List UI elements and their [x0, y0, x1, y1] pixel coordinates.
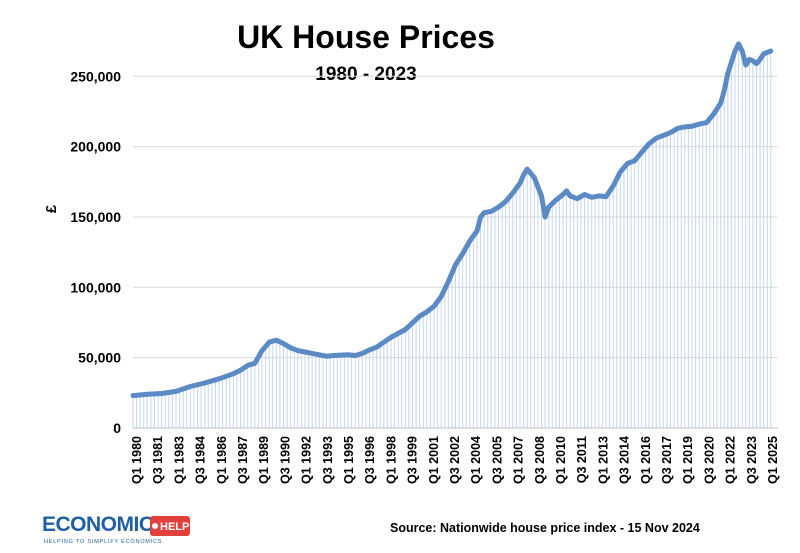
- y-tick-label: 0: [113, 420, 121, 436]
- x-tick-label: Q3 1981: [151, 436, 165, 484]
- logo-badge: [150, 516, 190, 536]
- x-tick-label: Q1 1995: [342, 436, 356, 484]
- x-tick-label: Q3 2017: [660, 436, 674, 484]
- x-tick-label: Q1 2022: [724, 436, 738, 484]
- x-tick-label: Q3 1999: [406, 436, 420, 484]
- x-tick-label: Q1 1983: [172, 436, 186, 484]
- series-line: [130, 41, 774, 399]
- y-tick-label: 150,000: [70, 209, 121, 225]
- x-tick-label: Q1 2016: [639, 436, 653, 484]
- x-tick-label: Q1 1989: [257, 436, 271, 484]
- y-tick-label: 250,000: [70, 68, 121, 84]
- x-tick-label: Q3 2011: [575, 436, 589, 483]
- y-tick-label: 100,000: [70, 279, 121, 295]
- y-tick-label: 50,000: [78, 350, 121, 366]
- x-tick-label: Q1 1986: [215, 436, 229, 484]
- x-tick-label: Q1 2010: [554, 436, 568, 484]
- x-tick-label: Q1 2007: [512, 436, 526, 484]
- x-tick-label: Q1 1992: [300, 436, 314, 484]
- chart-title: UK House Prices: [237, 19, 495, 55]
- x-tick-label: Q3 1993: [321, 436, 335, 484]
- logo-tagline: HELPING TO SIMPLIFY ECONOMICS: [44, 539, 162, 545]
- chart-subtitle: 1980 - 2023: [315, 64, 416, 85]
- x-tick-label: Q3 2020: [702, 436, 716, 484]
- x-tick-label: Q3 1990: [278, 436, 292, 484]
- x-tick-label: Q3 2014: [618, 436, 632, 484]
- logo-text: ECONOMICS: [42, 513, 168, 536]
- x-tick-label: Q3 1996: [363, 436, 377, 484]
- x-tick-label: Q3 1987: [236, 436, 250, 484]
- y-axis-ticks: 0 50,000 100,000 150,000 200,000 250,000: [70, 68, 121, 436]
- x-tick-label: Q1 2001: [427, 436, 441, 484]
- logo-badge-dot-icon: [152, 523, 158, 529]
- y-tick-label: 200,000: [70, 139, 121, 155]
- x-tick-label: Q3 2002: [448, 436, 462, 484]
- logo-badge-text: HELP: [160, 521, 189, 533]
- x-tick-label: Q3 2008: [533, 436, 547, 484]
- x-tick-label: Q3 2005: [490, 436, 504, 484]
- x-tick-label: Q3 1984: [194, 436, 208, 484]
- x-axis-ticks: Q1 1980 Q3 1981 Q1 1983 Q3 1984 Q1 1986 Q3 19…: [130, 436, 780, 484]
- x-tick-label: Q1 2025: [766, 436, 780, 484]
- x-tick-label: Q1 1998: [384, 436, 398, 484]
- price-series: [130, 41, 774, 399]
- x-tick-label: Q3 2023: [745, 436, 759, 484]
- source-note: Source: Nationwide house price index - 1…: [390, 521, 700, 535]
- economics-help-logo: ECONOMICS HELP HELPING TO SIMPLIFY ECONO…: [42, 513, 190, 545]
- x-tick-label: Q1 2013: [596, 436, 610, 484]
- x-tick-label: Q1 1980: [130, 436, 144, 484]
- y-axis-label: £: [43, 204, 60, 213]
- x-tick-label: Q1 2004: [469, 436, 483, 484]
- x-tick-label: Q1 2019: [681, 436, 695, 484]
- area-fill: [132, 43, 772, 428]
